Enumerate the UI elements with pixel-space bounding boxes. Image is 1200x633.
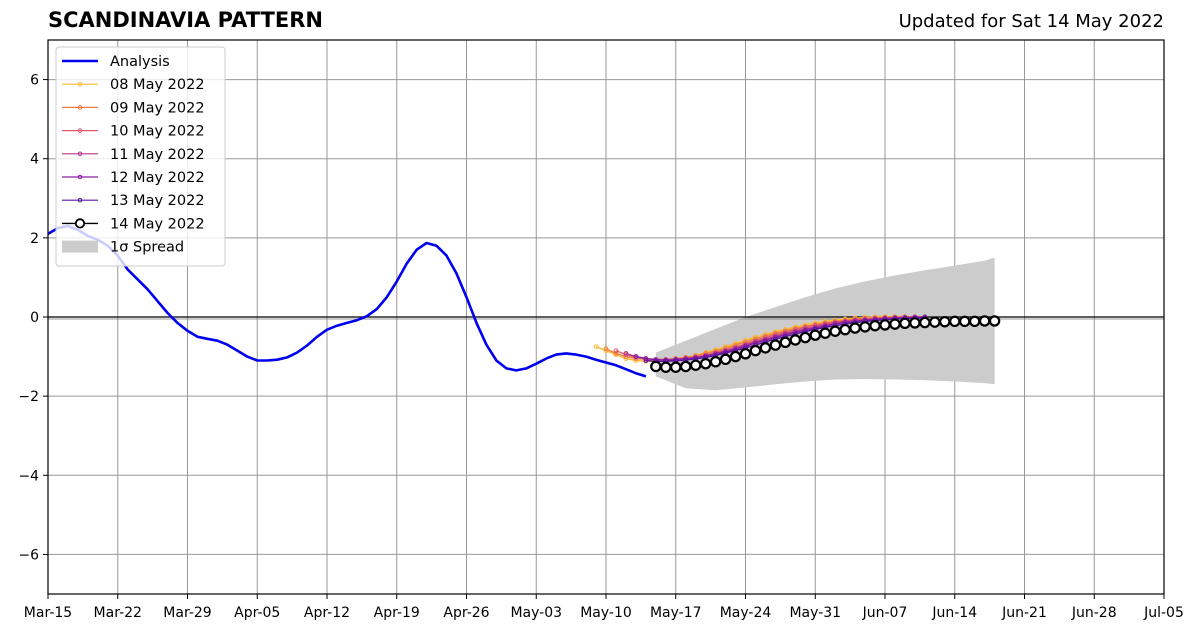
legend-label: 14 May 2022	[110, 216, 205, 232]
forecast-point	[643, 358, 649, 363]
y-tick-label: −6	[18, 547, 39, 563]
forecast-point	[769, 339, 782, 351]
legend-label: Analysis	[110, 54, 170, 70]
forecast-point	[789, 334, 802, 346]
forecast-point	[889, 318, 901, 330]
forecast-point	[909, 317, 921, 329]
legend-swatch-marker	[77, 151, 83, 157]
forecast-point	[709, 356, 722, 368]
x-tick-label: May-03	[510, 605, 562, 621]
forecast-point	[859, 321, 871, 333]
forecast-line	[645, 317, 925, 362]
legend: Analysis 08 May 2022 09 May 2022 10 May 202…	[55, 46, 226, 267]
y-tick-label: 4	[30, 152, 39, 168]
forecast-point	[759, 342, 772, 354]
series-layer	[47, 224, 1001, 378]
forecast-point	[650, 360, 662, 373]
forecast-point	[879, 319, 891, 331]
legend-label: 11 May 2022	[110, 147, 205, 163]
x-tick-label: Mar-22	[94, 605, 142, 621]
forecast-point	[729, 350, 742, 363]
x-tick-label: May-31	[789, 605, 841, 621]
x-tick-label: Mar-29	[163, 605, 211, 621]
legend-label: 12 May 2022	[110, 170, 205, 186]
y-tick-label: 6	[30, 73, 39, 89]
forecast-point	[603, 346, 609, 352]
forecast-point	[809, 329, 821, 341]
y-tick-label: 0	[30, 310, 39, 326]
forecast-point	[689, 359, 702, 371]
forecast-point	[849, 322, 861, 334]
forecast-series-7	[650, 315, 1001, 373]
forecast-point	[613, 351, 619, 356]
forecast-point	[739, 348, 752, 360]
forecast-point	[719, 353, 732, 366]
x-tick-label: May-17	[650, 605, 702, 621]
forecast-point	[839, 323, 851, 336]
forecast-point	[919, 316, 931, 329]
legend-label: 13 May 2022	[110, 193, 205, 209]
legend-swatch-spread	[62, 240, 98, 253]
forecast-point	[643, 356, 649, 361]
x-tick-label: May-24	[720, 605, 772, 621]
x-tick-label: Apr-26	[443, 605, 489, 621]
tick-labels: Mar-15 Mar-22 Mar-29 Apr-05 Apr-12 Apr-19 Apr-…	[18, 73, 1184, 621]
forecast-point	[623, 351, 629, 356]
x-tick-label: May-10	[580, 605, 632, 621]
forecast-point	[899, 317, 911, 330]
forecast-point	[829, 325, 841, 337]
legend-label: 1σ Spread	[110, 240, 184, 256]
x-tick-label: Apr-12	[304, 605, 350, 621]
y-tick-label: −4	[18, 468, 39, 484]
forecast-point	[779, 336, 792, 349]
forecast-point	[680, 360, 692, 373]
forecast-point	[949, 315, 961, 328]
y-tick-label: 2	[30, 231, 39, 247]
x-tick-label: Apr-05	[234, 605, 280, 621]
forecast-point	[749, 344, 762, 357]
y-tick-label: −2	[18, 389, 39, 405]
forecast-point	[699, 357, 712, 370]
forecast-point	[988, 315, 1001, 327]
legend-swatch-marker	[77, 128, 83, 133]
forecast-point	[633, 354, 639, 359]
legend-label: 08 May 2022	[110, 77, 205, 93]
x-tick-label: Jul-05	[1143, 605, 1184, 621]
forecast-point	[939, 316, 951, 328]
legend-swatch-marker	[77, 197, 83, 203]
legend-swatch-marker	[77, 174, 83, 180]
forecast-point	[670, 361, 682, 373]
legend-swatch-marker	[77, 81, 83, 87]
legend-swatch-marker	[74, 218, 86, 229]
x-tick-label: Jun-14	[931, 605, 977, 621]
forecast-point	[593, 344, 599, 350]
chart-subtitle: Updated for Sat 14 May 2022	[898, 11, 1164, 32]
legend-box	[55, 46, 226, 267]
forecast-point	[929, 316, 941, 328]
legend-swatch-marker	[77, 105, 83, 110]
forecast-point	[978, 315, 991, 327]
forecast-point	[869, 320, 881, 332]
forecast-point	[660, 361, 672, 373]
chart-title: SCANDINAVIA PATTERN	[48, 8, 323, 32]
x-tick-label: Jun-07	[862, 605, 908, 621]
x-tick-label: Jun-21	[1001, 605, 1047, 621]
forecast-point	[799, 331, 811, 344]
x-tick-label: Jun-28	[1071, 605, 1117, 621]
analysis-line	[47, 224, 647, 378]
x-tick-label: Apr-19	[374, 605, 420, 621]
forecast-point	[959, 315, 971, 328]
forecast-point	[968, 315, 981, 328]
legend-label: 09 May 2022	[110, 100, 205, 116]
forecast-point	[613, 348, 619, 354]
forecast-point	[819, 327, 831, 339]
legend-label: 10 May 2022	[110, 124, 205, 140]
x-tick-label: Mar-15	[24, 605, 72, 621]
